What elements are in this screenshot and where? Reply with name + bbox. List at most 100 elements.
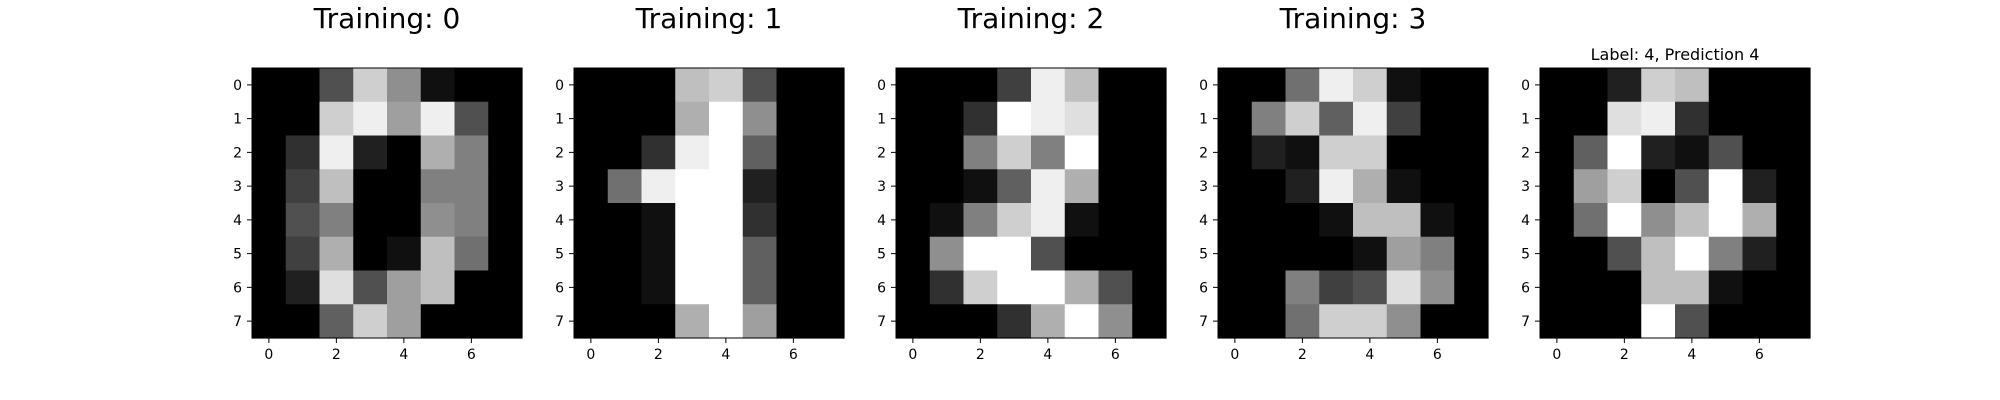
y-tick-label: 4 <box>1199 213 1208 229</box>
pixel-cell <box>1607 270 1642 305</box>
pixel-cell <box>353 135 388 170</box>
pixel-cell <box>574 169 609 204</box>
pixel-cell <box>1776 68 1811 103</box>
pixel-cell <box>776 236 811 272</box>
pixel-cell <box>641 203 676 238</box>
pixel-cell <box>1776 169 1811 204</box>
y-tick-label: 1 <box>555 112 564 128</box>
pixel-cell <box>709 236 744 272</box>
pixel-cell <box>1353 169 1388 204</box>
pixel-cell <box>420 169 456 204</box>
pixel-cell <box>1454 68 1489 103</box>
pixel-cell <box>1540 203 1575 238</box>
x-tick-label: 0 <box>586 347 595 363</box>
pixel-cell <box>454 68 489 103</box>
x-tick-label: 6 <box>1755 347 1764 363</box>
pixel-cell <box>1251 169 1287 204</box>
pixel-cell <box>1353 135 1388 170</box>
pixel-cell <box>574 270 609 305</box>
pixel-cell <box>1454 169 1489 204</box>
pixel-cell <box>1031 236 1066 272</box>
pixel-cell <box>387 68 422 103</box>
pixel-cell <box>1132 68 1167 103</box>
y-tick-label: 6 <box>1521 280 1530 296</box>
pixel-cell <box>1064 304 1100 339</box>
pixel-cell <box>1251 304 1287 339</box>
pixel-cell <box>1285 169 1320 204</box>
pixel-cell <box>1540 169 1575 204</box>
pixel-cell <box>488 101 523 137</box>
pixel-cell <box>1132 135 1167 170</box>
y-tick-label: 4 <box>555 213 564 229</box>
x-tick-label: 0 <box>908 347 917 363</box>
pixel-cell <box>1420 135 1455 170</box>
pixel-cell <box>1573 135 1609 170</box>
pixel-cell <box>1454 270 1489 305</box>
y-tick-label: 5 <box>1521 247 1530 263</box>
pixel-cell <box>776 270 811 305</box>
pixel-cell <box>810 270 845 305</box>
pixel-cell <box>1454 203 1489 238</box>
pixel-cell <box>1776 270 1811 305</box>
x-tick-label: 6 <box>1111 347 1120 363</box>
pixel-cell <box>1420 236 1455 272</box>
y-tick-label: 1 <box>1199 112 1208 128</box>
digit-panel-2: Training: 2 0 2 4 6 0 1 2 3 4 5 6 7 <box>877 2 1167 363</box>
pixel-cell <box>896 236 931 272</box>
pixel-cell <box>1776 135 1811 170</box>
y-tick-label: 0 <box>555 78 564 94</box>
x-tick-label: 6 <box>467 347 476 363</box>
pixel-cell <box>252 169 287 204</box>
pixel-cell <box>319 236 354 272</box>
pixel-cell <box>420 304 456 339</box>
pixel-cell <box>607 101 643 137</box>
pixel-cell <box>1540 270 1575 305</box>
pixel-cell <box>574 236 609 272</box>
pixel-cell <box>574 68 609 103</box>
pixel-cell <box>1641 270 1676 305</box>
pixel-cell <box>776 68 811 103</box>
pixel-cell <box>1319 135 1354 170</box>
pixel-cell <box>963 101 998 137</box>
x-tick-label: 2 <box>1298 347 1307 363</box>
pixel-cell <box>1742 236 1777 272</box>
pixel-cell <box>1607 135 1642 170</box>
pixel-cell <box>1573 169 1609 204</box>
pixel-cell <box>1098 169 1133 204</box>
pixel-cell <box>285 236 321 272</box>
pixel-cell <box>1064 203 1100 238</box>
pixel-cell <box>353 68 388 103</box>
pixel-cell <box>574 101 609 137</box>
pixel-cell <box>742 203 778 238</box>
y-tick-label: 3 <box>877 179 886 195</box>
pixel-cell <box>997 203 1032 238</box>
axes-frame <box>251 67 523 339</box>
pixel-cell <box>1353 304 1388 339</box>
pixel-cell <box>607 304 643 339</box>
pixel-cell <box>1742 101 1777 137</box>
y-tick-label: 0 <box>877 78 886 94</box>
pixel-cell <box>319 101 354 137</box>
y-tick-label: 4 <box>233 213 242 229</box>
pixel-cell <box>810 304 845 339</box>
pixel-cell <box>1607 203 1642 238</box>
pixel-cell <box>488 304 523 339</box>
pixel-cell <box>1353 68 1388 103</box>
pixel-cell <box>353 304 388 339</box>
pixel-cell <box>488 135 523 170</box>
pixel-cell <box>1386 270 1422 305</box>
x-tick-label: 0 <box>1552 347 1561 363</box>
pixel-cell <box>420 203 456 238</box>
pixel-cell <box>1251 101 1287 137</box>
pixel-cell <box>420 270 456 305</box>
pixel-cell <box>1218 169 1253 204</box>
pixel-cell <box>420 135 456 170</box>
pixel-cell <box>997 101 1032 137</box>
x-tick-label: 6 <box>789 347 798 363</box>
pixel-cell <box>896 270 931 305</box>
panel-title: Label: 4, Prediction 4 <box>1591 45 1760 64</box>
pixel-cell <box>1319 236 1354 272</box>
pixel-cell <box>285 68 321 103</box>
y-tick-label: 5 <box>233 247 242 263</box>
